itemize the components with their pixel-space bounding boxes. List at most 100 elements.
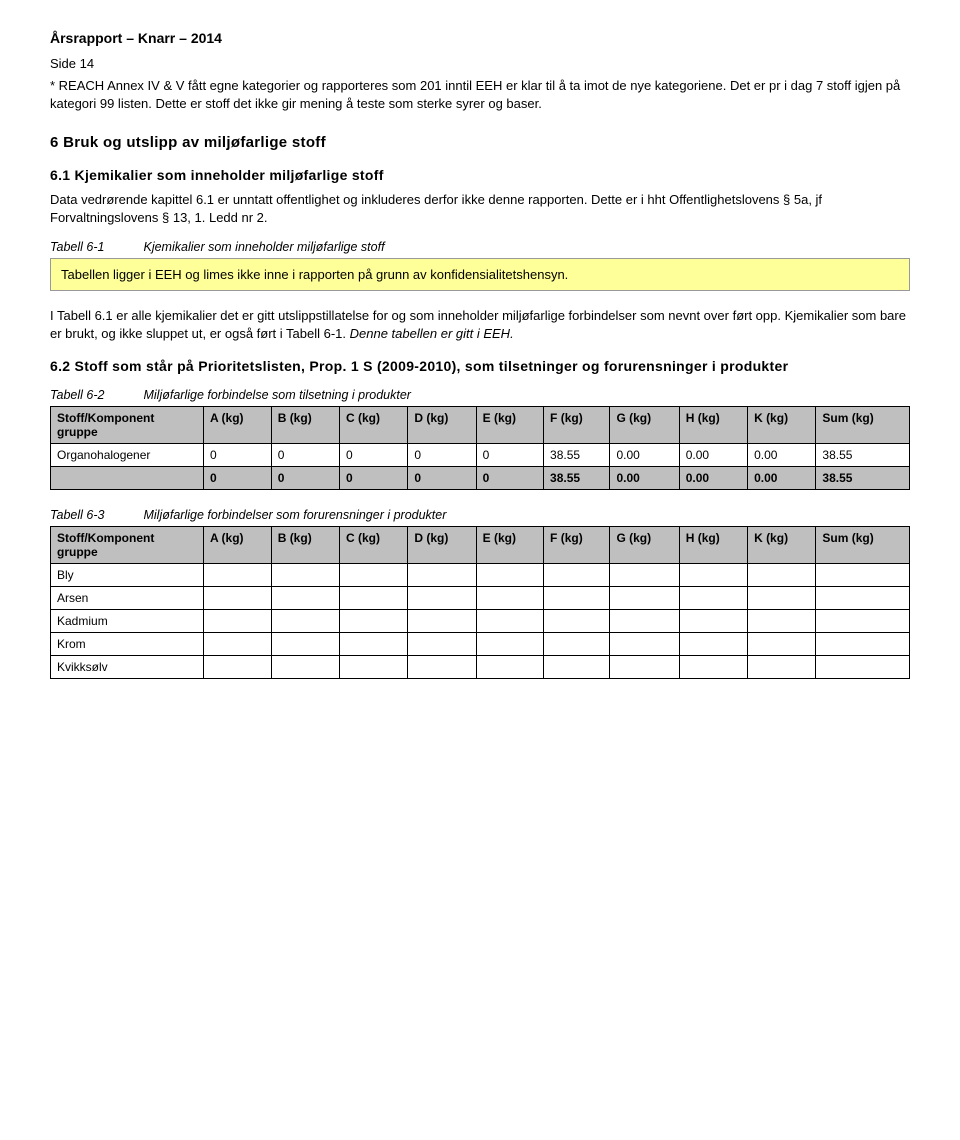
table-cell — [544, 587, 610, 610]
table-cell — [679, 633, 747, 656]
table-6-1-caption: Kjemikalier som inneholder miljøfarlige … — [143, 240, 384, 254]
table-column-header: B (kg) — [271, 407, 339, 444]
after-box-paragraph: I Tabell 6.1 er alle kjemikalier det er … — [50, 307, 910, 342]
table-cell — [204, 564, 272, 587]
table-6-1-ref-label: Tabell 6-1 — [50, 240, 140, 254]
table-cell: 0 — [204, 467, 272, 490]
table-cell — [340, 587, 408, 610]
subsection-6-2-heading: 6.2 Stoff som står på Prioritetslisten, … — [50, 358, 910, 374]
table-cell: 0 — [408, 467, 476, 490]
table-6-2-caption: Miljøfarlige forbindelse som tilsetning … — [143, 388, 410, 402]
table-cell — [51, 467, 204, 490]
table-cell: 0 — [476, 467, 543, 490]
table-cell: Kadmium — [51, 610, 204, 633]
section-6-heading: 6 Bruk og utslipp av miljøfarlige stoff — [50, 134, 910, 151]
table-column-header: E (kg) — [476, 407, 543, 444]
table-cell — [679, 564, 747, 587]
table-column-header: Stoff/Komponent gruppe — [51, 407, 204, 444]
table-row: Bly — [51, 564, 910, 587]
table-column-header: K (kg) — [748, 407, 816, 444]
table-cell — [271, 656, 339, 679]
table-cell — [816, 610, 910, 633]
table-cell: Kvikksølv — [51, 656, 204, 679]
table-cell: 0 — [340, 444, 408, 467]
table-6-2: Stoff/Komponent gruppeA (kg)B (kg)C (kg)… — [50, 406, 910, 490]
table-column-header: Stoff/Komponent gruppe — [51, 527, 204, 564]
table-column-header: F (kg) — [544, 527, 610, 564]
table-cell — [408, 633, 476, 656]
table-cell — [408, 564, 476, 587]
table-column-header: C (kg) — [340, 527, 408, 564]
table-cell — [271, 587, 339, 610]
table-cell — [679, 610, 747, 633]
table-cell: 0.00 — [610, 467, 679, 490]
table-cell — [271, 610, 339, 633]
report-title: Årsrapport – Knarr – 2014 — [50, 30, 910, 46]
table-column-header: G (kg) — [610, 527, 679, 564]
table-cell — [271, 633, 339, 656]
table-column-header: D (kg) — [408, 407, 476, 444]
table-cell: 0 — [476, 444, 543, 467]
table-6-3-header-row: Stoff/Komponent gruppeA (kg)B (kg)C (kg)… — [51, 527, 910, 564]
table-cell — [748, 564, 816, 587]
table-cell — [476, 564, 543, 587]
subsection-6-1-heading: 6.1 Kjemikalier som inneholder miljøfarl… — [50, 167, 910, 183]
table-cell: 0 — [271, 467, 339, 490]
table-cell — [340, 656, 408, 679]
table-cell — [679, 587, 747, 610]
table-6-1-reference: Tabell 6-1 Kjemikalier som inneholder mi… — [50, 240, 910, 254]
table-cell — [408, 656, 476, 679]
table-cell: 0.00 — [748, 467, 816, 490]
table-column-header: D (kg) — [408, 527, 476, 564]
table-column-header: G (kg) — [610, 407, 679, 444]
table-cell — [748, 587, 816, 610]
table-6-2-header-row: Stoff/Komponent gruppeA (kg)B (kg)C (kg)… — [51, 407, 910, 444]
table-cell — [408, 587, 476, 610]
table-6-3-ref-label: Tabell 6-3 — [50, 508, 140, 522]
after-box-italic-text: Denne tabellen er gitt i EEH. — [350, 326, 514, 341]
table-cell — [340, 564, 408, 587]
table-cell: 0 — [340, 467, 408, 490]
table-cell — [679, 656, 747, 679]
table-cell: 0.00 — [679, 467, 747, 490]
table-6-2-reference: Tabell 6-2 Miljøfarlige forbindelse som … — [50, 388, 910, 402]
table-column-header: H (kg) — [679, 407, 747, 444]
table-6-2-ref-label: Tabell 6-2 — [50, 388, 140, 402]
table-column-header: H (kg) — [679, 527, 747, 564]
table-cell — [610, 564, 679, 587]
table-cell — [204, 656, 272, 679]
page-number: Side 14 — [50, 56, 910, 71]
table-cell — [544, 564, 610, 587]
table-row: Arsen — [51, 587, 910, 610]
table-cell — [204, 610, 272, 633]
table-6-3: Stoff/Komponent gruppeA (kg)B (kg)C (kg)… — [50, 526, 910, 679]
table-cell: 38.55 — [544, 467, 610, 490]
table-cell: Organohalogener — [51, 444, 204, 467]
table-cell — [748, 656, 816, 679]
table-cell — [816, 564, 910, 587]
table-cell: 0 — [408, 444, 476, 467]
table-cell — [816, 587, 910, 610]
table-column-header: A (kg) — [204, 527, 272, 564]
confidentiality-note-box: Tabellen ligger i EEH og limes ikke inne… — [50, 258, 910, 291]
table-cell: Krom — [51, 633, 204, 656]
table-cell — [476, 610, 543, 633]
table-cell — [271, 564, 339, 587]
table-column-header: A (kg) — [204, 407, 272, 444]
table-cell: 0 — [204, 444, 272, 467]
table-cell — [610, 587, 679, 610]
table-cell — [204, 633, 272, 656]
table-cell — [816, 633, 910, 656]
table-cell — [610, 610, 679, 633]
table-cell: 38.55 — [816, 444, 910, 467]
table-cell: Bly — [51, 564, 204, 587]
table-column-header: E (kg) — [476, 527, 543, 564]
table-cell: 38.55 — [816, 467, 910, 490]
table-cell — [544, 656, 610, 679]
table-row: Kvikksølv — [51, 656, 910, 679]
table-row: Krom — [51, 633, 910, 656]
table-cell: Arsen — [51, 587, 204, 610]
table-cell — [610, 633, 679, 656]
table-cell: 0.00 — [610, 444, 679, 467]
table-6-3-caption: Miljøfarlige forbindelser som forurensni… — [143, 508, 446, 522]
